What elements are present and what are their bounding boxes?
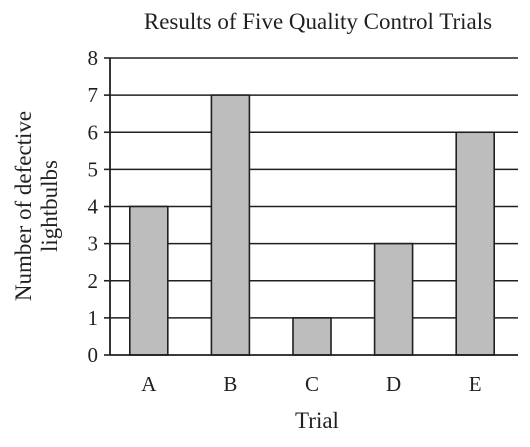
bar-e	[455, 131, 496, 356]
bars	[129, 94, 496, 356]
x-tick-labels: A B C D E	[141, 372, 481, 396]
bar-c	[292, 317, 332, 356]
y-tick-labels: 0 1 2 3 4 5 6 7 8	[88, 46, 99, 367]
bar-b	[210, 94, 251, 356]
y-tick-label: 0	[88, 343, 99, 367]
x-tick-label: B	[223, 372, 237, 396]
x-axis-label: Trial	[295, 408, 339, 433]
y-tick-label: 6	[88, 120, 99, 144]
y-tick-label: 7	[88, 83, 99, 107]
chart-title: Results of Five Quality Control Trials	[144, 9, 492, 34]
axes	[104, 57, 518, 356]
x-tick-label: A	[141, 372, 157, 396]
y-tick-label: 4	[88, 195, 99, 219]
y-tick-label: 1	[88, 306, 99, 330]
x-tick-label: E	[469, 372, 482, 396]
y-axis-label-line-2: lightbulbs	[37, 160, 62, 252]
y-tick-label: 5	[88, 157, 99, 181]
x-tick-label: C	[305, 372, 319, 396]
x-tick-label: D	[386, 372, 401, 396]
bar-d	[373, 242, 414, 356]
y-tick-label: 3	[88, 232, 99, 256]
gridlines	[110, 57, 518, 319]
y-axis-label-line-1: Number of defective	[11, 111, 36, 301]
y-axis-label: Number of defective lightbulbs	[11, 111, 62, 301]
y-tick-label: 2	[88, 269, 99, 293]
y-tick-label: 8	[88, 46, 99, 70]
bar-a	[129, 205, 169, 356]
